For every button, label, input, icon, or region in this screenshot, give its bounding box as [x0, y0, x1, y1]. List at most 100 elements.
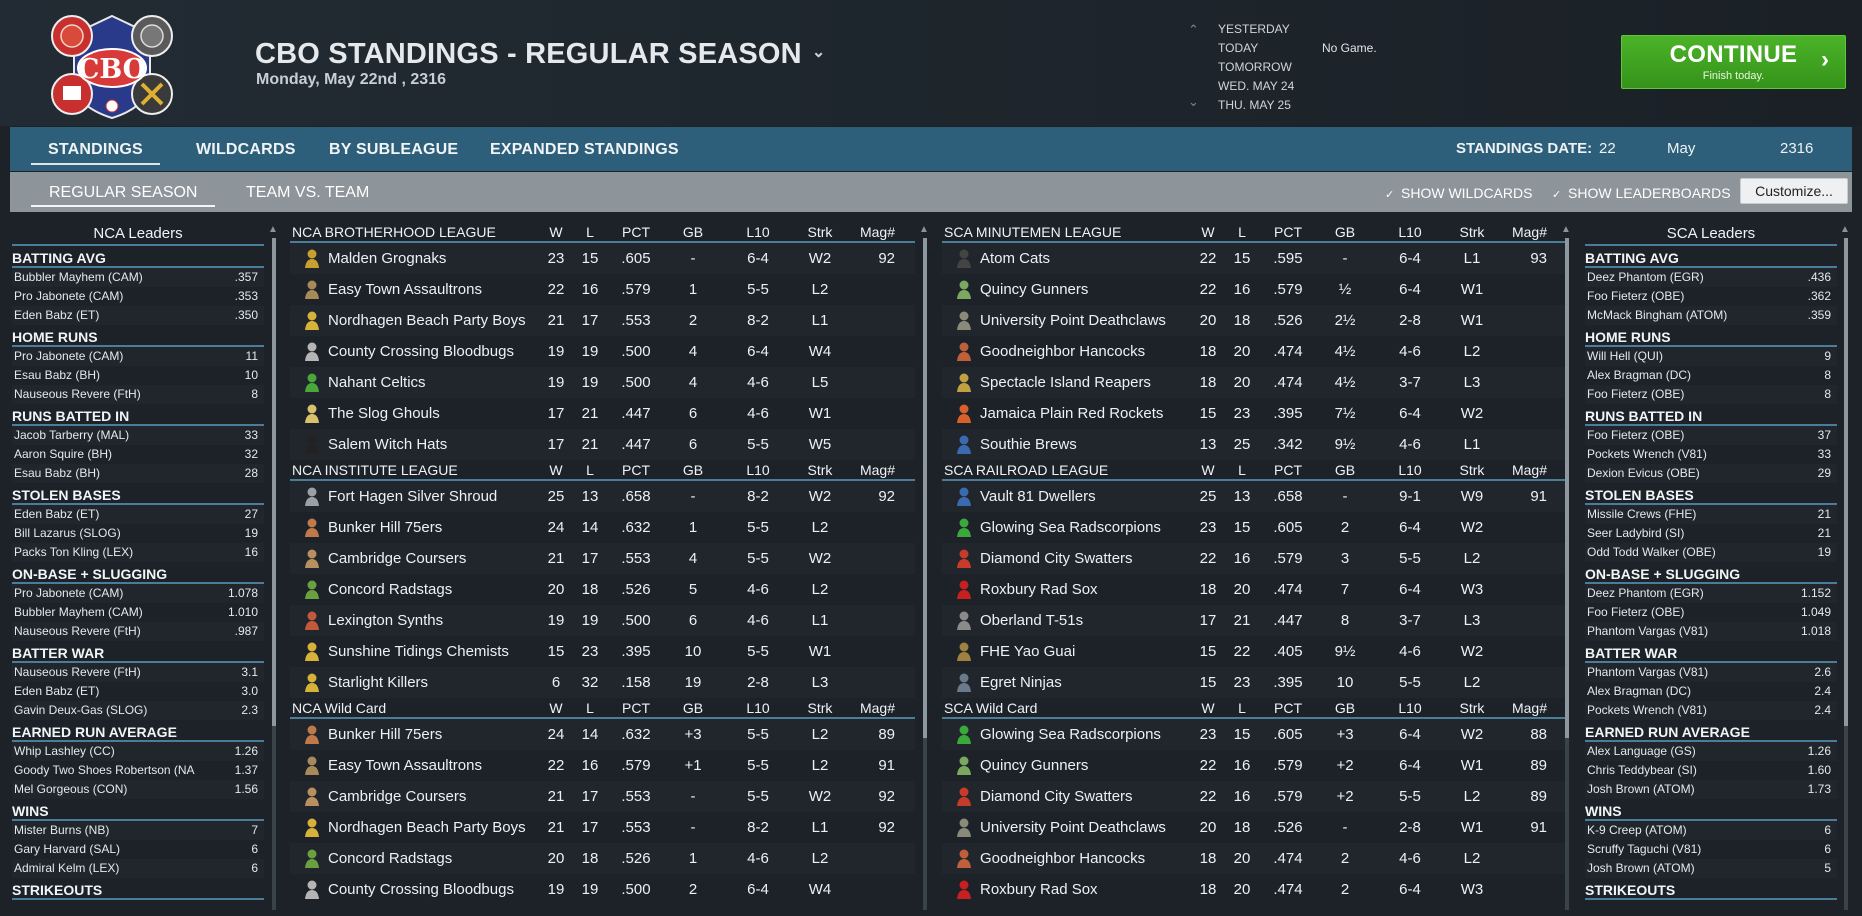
tab-by-subleague[interactable]: BY SUBLEAGUE	[329, 141, 459, 158]
leader-row[interactable]: Chris Teddybear (SI) 1.60	[1585, 761, 1837, 780]
schedule-day-wed[interactable]: WED. MAY 24	[1218, 79, 1295, 93]
leader-row[interactable]: Bubbler Mayhem (CAM) .357	[12, 268, 264, 287]
team-name[interactable]: Bunker Hill 75ers	[328, 726, 443, 743]
leader-player-name[interactable]: Missile Crews (FHE)	[1587, 507, 1697, 521]
team-row[interactable]: Diamond City Swatters 22 16 .579 3 5-5 L2	[942, 543, 1567, 574]
scroll-thumb[interactable]	[1844, 238, 1848, 726]
team-name[interactable]: Vault 81 Dwellers	[980, 488, 1096, 505]
team-name[interactable]: Glowing Sea Radscorpions	[980, 726, 1161, 743]
team-row[interactable]: Easy Town Assaultrons 22 16 .579 +1 5-5 L2 91	[290, 750, 915, 781]
column-header-mag[interactable]: Mag#	[1511, 462, 1547, 478]
leader-row[interactable]: Foo Fieterz (OBE) 8	[1585, 385, 1837, 404]
tab-standings[interactable]: STANDINGS	[31, 141, 160, 165]
scroll-up-icon[interactable]: ▲	[1561, 224, 1571, 235]
leader-player-name[interactable]: Jacob Tarberry (MAL)	[14, 428, 130, 442]
team-row[interactable]: Easy Town Assaultrons 22 16 .579 1 5-5 L2	[290, 274, 915, 305]
leader-row[interactable]: Eden Babz (ET) 27	[12, 505, 264, 524]
leader-row[interactable]: Pro Jabonete (CAM) 11	[12, 347, 264, 366]
leader-player-name[interactable]: Pro Jabonete (CAM)	[14, 289, 124, 303]
leader-category-title[interactable]: BATTING AVG	[12, 249, 264, 268]
team-row[interactable]: Salem Witch Hats 17 21 .447 6 5-5 W5	[290, 429, 915, 460]
column-header-gb[interactable]: GB	[682, 700, 704, 716]
team-row[interactable]: Nahant Celtics 19 19 .500 4 4-6 L5	[290, 367, 915, 398]
show-leaderboards-checkbox[interactable]: ✓ SHOW LEADERBOARDS	[1552, 185, 1731, 201]
leader-row[interactable]: Foo Fieterz (OBE) .362	[1585, 287, 1837, 306]
leader-category-title[interactable]: STRIKEOUTS	[12, 881, 264, 900]
leader-player-name[interactable]: Goody Two Shoes Robertson (NA	[14, 763, 195, 777]
leader-row[interactable]: Deez Phantom (EGR) 1.152	[1585, 584, 1837, 603]
column-header-l10[interactable]: L10	[1398, 700, 1422, 716]
team-row[interactable]: Glowing Sea Radscorpions 23 15 .605 2 6-4 W2	[942, 512, 1567, 543]
leader-player-name[interactable]: Foo Fieterz (OBE)	[1587, 387, 1685, 401]
leader-player-name[interactable]: K-9 Creep (ATOM)	[1587, 823, 1687, 837]
leader-category-title[interactable]: EARNED RUN AVERAGE	[12, 723, 264, 742]
team-name[interactable]: Egret Ninjas	[980, 674, 1062, 691]
leader-player-name[interactable]: Esau Babz (BH)	[14, 368, 101, 382]
leader-player-name[interactable]: McMack Bingham (ATOM)	[1587, 308, 1728, 322]
leader-row[interactable]: Goody Two Shoes Robertson (NA 1.37	[12, 761, 264, 780]
team-row[interactable]: County Crossing Bloodbugs 19 19 .500 4 6-4 W4	[290, 336, 915, 367]
column-header-l[interactable]: L	[1238, 224, 1246, 240]
team-row[interactable]: Oberland T-51s 17 21 .447 8 3-7 L3	[942, 605, 1567, 636]
column-header-pct[interactable]: PCT	[622, 700, 650, 716]
team-row[interactable]: Spectacle Island Reapers 18 20 .474 4½ 3-7 L3	[942, 367, 1567, 398]
team-name[interactable]: County Crossing Bloodbugs	[328, 881, 514, 898]
team-row[interactable]: Jamaica Plain Red Rockets 15 23 .395 7½ 6-4 W2	[942, 398, 1567, 429]
team-name[interactable]: University Point Deathclaws	[980, 312, 1166, 329]
column-header-gb[interactable]: GB	[682, 462, 704, 478]
team-name[interactable]: Nordhagen Beach Party Boys	[328, 819, 526, 836]
team-row[interactable]: Goodneighbor Hancocks 18 20 .474 4½ 4-6 L2	[942, 336, 1567, 367]
leader-player-name[interactable]: Seer Ladybird (SI)	[1587, 526, 1685, 540]
column-header-gb[interactable]: GB	[1334, 700, 1356, 716]
column-header-pct[interactable]: PCT	[1274, 700, 1302, 716]
leader-category-title[interactable]: STRIKEOUTS	[1585, 881, 1837, 900]
leader-row[interactable]: Scruffy Taguchi (V81) 6	[1585, 840, 1837, 859]
leader-row[interactable]: Mel Gorgeous (CON) 1.56	[12, 780, 264, 799]
scroll-thumb[interactable]	[272, 238, 276, 726]
leader-player-name[interactable]: Mister Burns (NB)	[14, 823, 110, 837]
leader-player-name[interactable]: Nauseous Revere (FtH)	[14, 665, 141, 679]
leader-row[interactable]: Alex Language (GS) 1.26	[1585, 742, 1837, 761]
leader-player-name[interactable]: Eden Babz (ET)	[14, 684, 100, 698]
column-header-l[interactable]: L	[586, 462, 594, 478]
column-header-mag[interactable]: Mag#	[1511, 224, 1547, 240]
team-row[interactable]: Concord Radstags 20 18 .526 1 4-6 L2	[290, 843, 915, 874]
leader-category-title[interactable]: STOLEN BASES	[1585, 486, 1837, 505]
column-header-l10[interactable]: L10	[1398, 224, 1422, 240]
column-header-gb[interactable]: GB	[1334, 462, 1356, 478]
team-name[interactable]: Sunshine Tidings Chemists	[328, 643, 509, 660]
continue-button[interactable]: CONTINUE Finish today. ›	[1621, 35, 1846, 89]
leader-row[interactable]: McMack Bingham (ATOM) .359	[1585, 306, 1837, 325]
chevron-up-icon[interactable]: ⌃	[1188, 22, 1199, 37]
column-header-w[interactable]: W	[549, 224, 563, 240]
leader-player-name[interactable]: Gavin Deux-Gas (SLOG)	[14, 703, 148, 717]
leader-player-name[interactable]: Phantom Vargas (V81)	[1587, 624, 1709, 638]
team-name[interactable]: Concord Radstags	[328, 850, 453, 867]
leader-player-name[interactable]: Odd Todd Walker (OBE)	[1587, 545, 1716, 559]
leader-row[interactable]: Packs Ton Kling (LEX) 16	[12, 543, 264, 562]
team-row[interactable]: Lexington Synths 19 19 .500 6 4-6 L1	[290, 605, 915, 636]
tab-wildcards[interactable]: WILDCARDS	[196, 141, 296, 158]
schedule-day-yesterday[interactable]: YESTERDAY	[1218, 22, 1290, 36]
team-name[interactable]: Cambridge Coursers	[328, 550, 467, 567]
standings-date-day[interactable]: 22	[1599, 140, 1616, 157]
team-name[interactable]: Salem Witch Hats	[328, 436, 448, 453]
column-header-strk[interactable]: Strk	[1459, 700, 1485, 716]
leader-player-name[interactable]: Alex Bragman (DC)	[1587, 368, 1692, 382]
team-row[interactable]: University Point Deathclaws 20 18 .526 2½ 2-8…	[942, 305, 1567, 336]
team-name[interactable]: Easy Town Assaultrons	[328, 281, 482, 298]
leader-player-name[interactable]: Aaron Squire (BH)	[14, 447, 113, 461]
column-header-strk[interactable]: Strk	[1459, 224, 1485, 240]
leader-player-name[interactable]: Pro Jabonete (CAM)	[14, 349, 124, 363]
leader-player-name[interactable]: Pro Jabonete (CAM)	[14, 586, 124, 600]
leader-row[interactable]: Mister Burns (NB) 7	[12, 821, 264, 840]
team-name[interactable]: Glowing Sea Radscorpions	[980, 519, 1161, 536]
column-header-strk[interactable]: Strk	[807, 700, 833, 716]
column-header-w[interactable]: W	[1201, 462, 1215, 478]
leader-player-name[interactable]: Will Hell (QUI)	[1587, 349, 1663, 363]
leader-row[interactable]: Gary Harvard (SAL) 6	[12, 840, 264, 859]
column-header-l[interactable]: L	[1238, 462, 1246, 478]
column-header-w[interactable]: W	[1201, 224, 1215, 240]
team-row[interactable]: Malden Grognaks 23 15 .605 - 6-4 W2 92	[290, 243, 915, 274]
team-name[interactable]: Goodneighbor Hancocks	[980, 343, 1146, 360]
